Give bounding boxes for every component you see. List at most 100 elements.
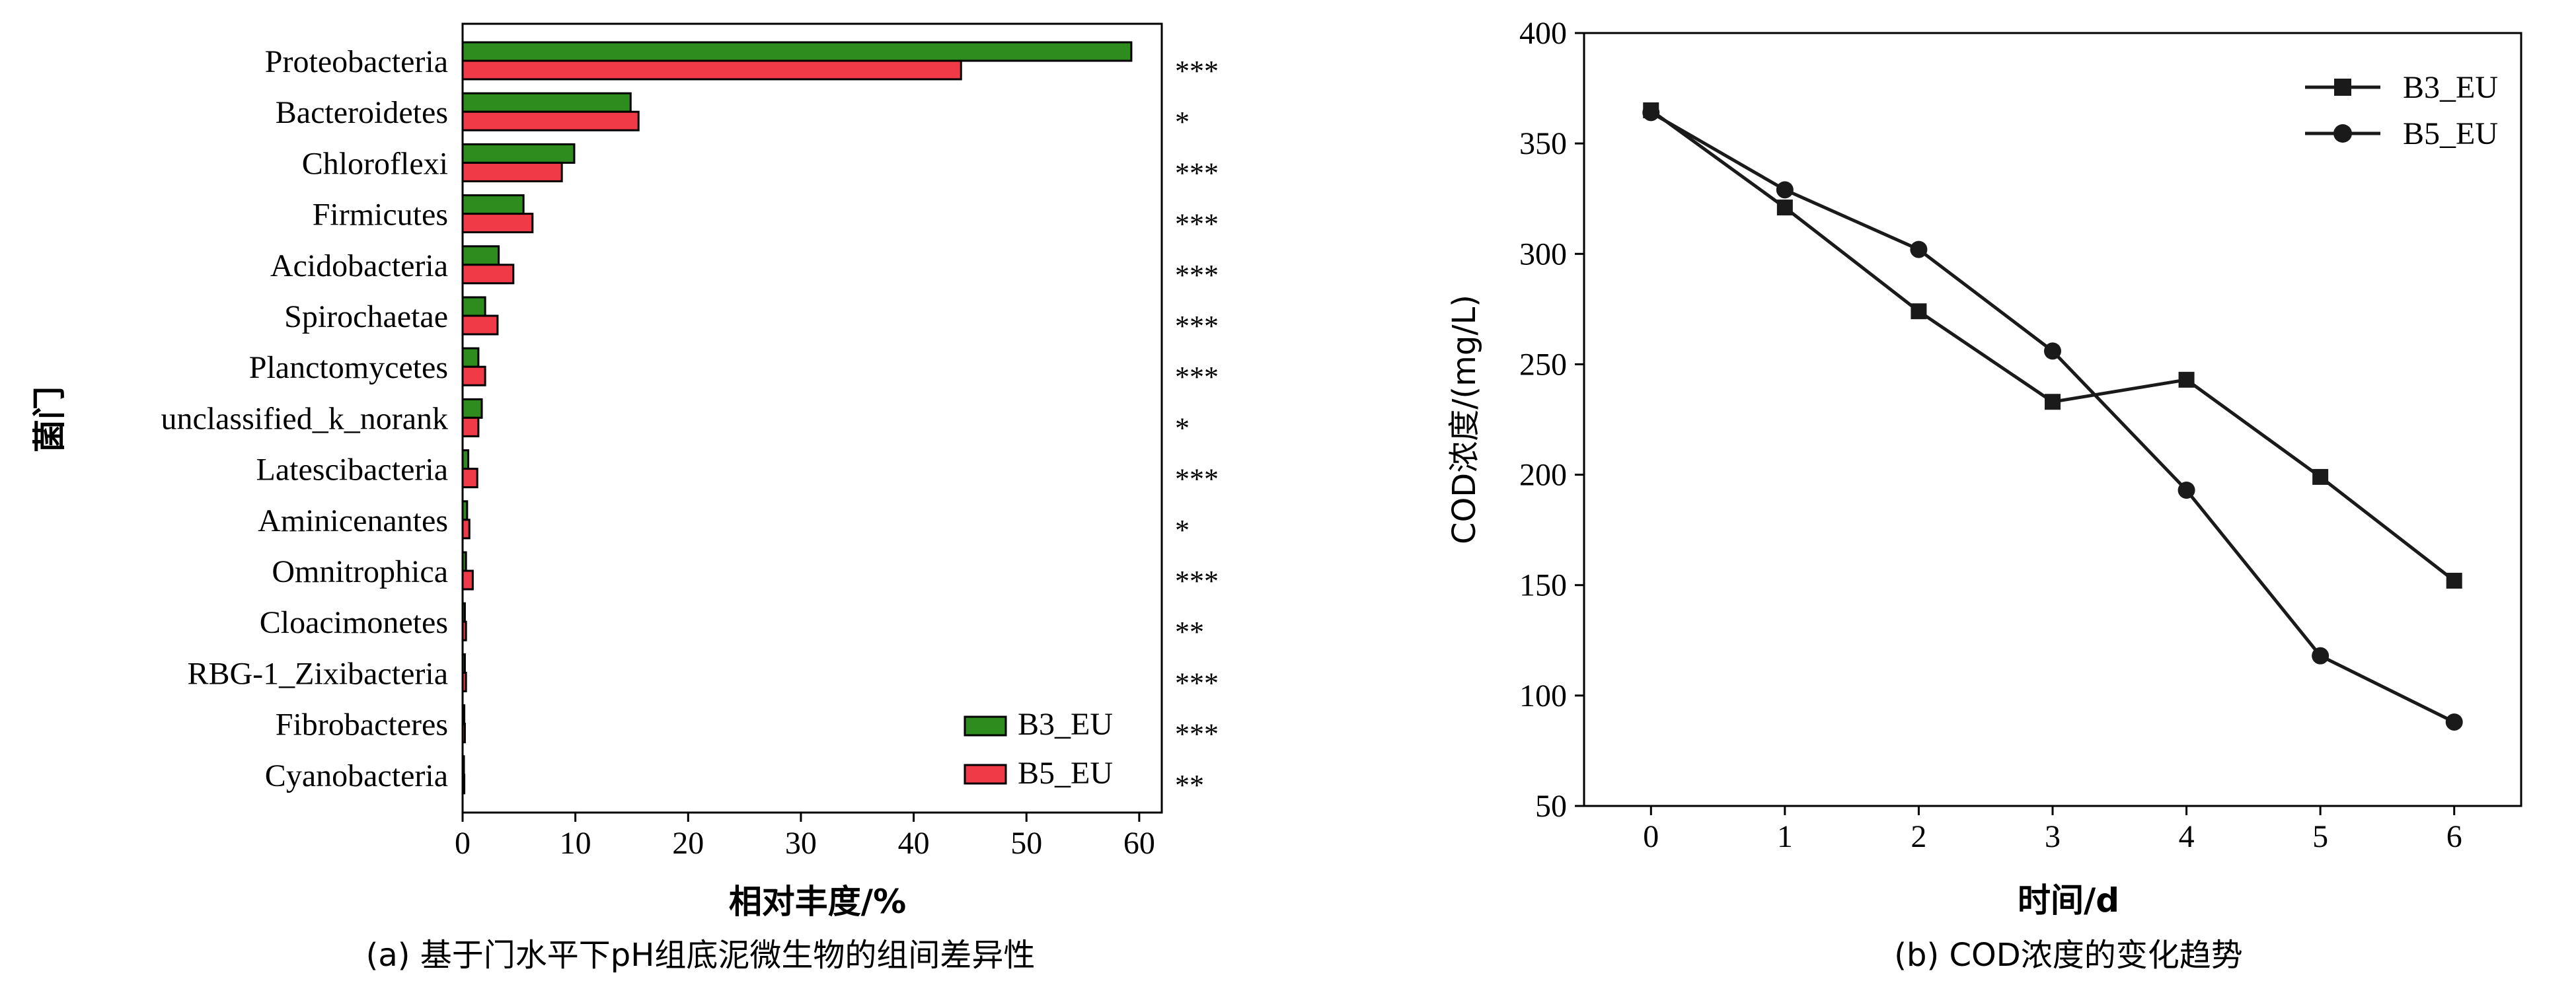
- point-b5-eu: [1910, 240, 1928, 258]
- point-b5-eu: [2445, 713, 2463, 731]
- legend-swatch-b3: [964, 715, 1007, 737]
- significance-label: ***: [1175, 463, 1219, 495]
- point-b3-eu: [2178, 371, 2195, 388]
- point-b3-eu: [1776, 200, 1793, 216]
- bar-b5-eu: [461, 59, 962, 81]
- line-series: [1642, 102, 2463, 731]
- x-tick-label: 30: [785, 826, 817, 861]
- bar-b3-eu: [461, 449, 470, 470]
- bar-b5-eu: [461, 365, 486, 386]
- bar-b5-eu: [461, 519, 471, 540]
- bar-b3-eu: [461, 398, 483, 419]
- category-label: Omnitrophica: [272, 554, 448, 589]
- category-label: Bacteroidetes: [276, 95, 448, 130]
- bar-b5-eu: [461, 416, 480, 437]
- bar-b5-eu: [461, 314, 499, 336]
- y-tick-label: 350: [1519, 126, 1567, 161]
- category-label: Spirochaetae: [284, 299, 448, 334]
- x-axis-ticks: 0 1 2 3 4 5 6: [1643, 806, 2462, 854]
- category-label: Planctomycetes: [249, 350, 448, 385]
- point-b5-eu: [1776, 181, 1794, 199]
- category-label: unclassified_k_norank: [161, 401, 448, 436]
- y-tick-label: 50: [1535, 789, 1567, 824]
- y-axis-ticks: 50 100 150 200 250 300 350 400: [1519, 16, 1584, 824]
- bar-b3-eu: [461, 92, 632, 113]
- x-tick-label: 60: [1123, 826, 1155, 861]
- x-tick-label: 10: [560, 826, 591, 861]
- legend-swatch-b5: [964, 764, 1007, 785]
- significance-label: **: [1175, 616, 1204, 648]
- y-tick-label: 200: [1519, 458, 1567, 493]
- bar-b3-eu: [461, 296, 486, 317]
- caption-b: (b) COD浓度的变化趋势: [1894, 937, 2242, 974]
- bar-b3-eu: [461, 500, 469, 521]
- point-b5-eu: [2312, 647, 2330, 665]
- x-tick-label: 5: [2312, 819, 2328, 854]
- bar-b3-eu: [461, 194, 525, 215]
- bar-b3-eu: [461, 143, 576, 164]
- bar-b3-eu: [461, 245, 500, 266]
- bar-b3-eu: [461, 653, 466, 674]
- bar-b5-eu: [461, 264, 515, 285]
- bar-b5-eu: [461, 468, 478, 489]
- caption-a: (a) 基于门水平下pH组底泥微生物的组间差异性: [366, 937, 1036, 974]
- x-axis-title: 时间/d: [2018, 881, 2119, 920]
- bar-b5-eu: [461, 110, 640, 131]
- y-axis-title: COD浓度/(mg/L): [1446, 295, 1483, 544]
- point-b3-eu: [2312, 468, 2329, 485]
- category-label: Chloroflexi: [302, 146, 448, 181]
- y-tick-label: 100: [1519, 678, 1567, 713]
- bar-b5-eu: [461, 213, 534, 234]
- category-label: Cyanobacteria: [265, 758, 448, 793]
- bar-b3-eu: [461, 41, 1133, 62]
- y-tick-label: 150: [1519, 568, 1567, 603]
- bar-chart-panel: Proteobacteria Bacteroidetes Chloroflexi Fi…: [30, 22, 1219, 974]
- bar-b3-eu: [461, 704, 466, 725]
- line-chart-panel: 50 100 150 200 250 300 350 400 0 1 2 3 4 5 6 时间/d COD…: [1446, 16, 2522, 974]
- point-b3-eu: [2045, 394, 2061, 410]
- category-label: Acidobacteria: [270, 248, 448, 283]
- bar-b3-eu: [461, 551, 467, 572]
- significance-label: **: [1175, 769, 1204, 801]
- category-label: Proteobacteria: [265, 44, 448, 79]
- significance-label: *: [1175, 514, 1190, 546]
- legend-label-b5: B5_EU: [2403, 116, 2498, 151]
- bar-b5-eu: [461, 569, 474, 591]
- legend-marker-b3: [2334, 79, 2351, 96]
- category-labels: Proteobacteria Bacteroidetes Chloroflexi Fi…: [161, 44, 448, 793]
- significance-label: ***: [1175, 565, 1219, 597]
- x-tick-label: 20: [672, 826, 704, 861]
- category-label: Fibrobacteres: [276, 708, 448, 743]
- significance-label: ***: [1175, 55, 1219, 87]
- point-b5-eu: [2178, 481, 2195, 499]
- significance-label: *: [1175, 106, 1190, 138]
- x-tick-label: 2: [1911, 819, 1926, 854]
- bar-b5-eu: [461, 161, 563, 182]
- category-label: Aminicenantes: [258, 503, 448, 538]
- legend-label-b5: B5_EU: [1018, 756, 1113, 791]
- x-axis-ticks: 0 10 20 30 40 50 60: [455, 813, 1155, 861]
- legend-label-b3: B3_EU: [1018, 707, 1113, 742]
- significance-label: ***: [1175, 310, 1219, 342]
- series-line-b5-eu: [1650, 111, 2455, 724]
- line-legend: B3_EU B5_EU: [2305, 70, 2498, 151]
- bar-marks: [461, 41, 1133, 795]
- bar-b5-eu: [461, 671, 467, 692]
- y-tick-label: 300: [1519, 237, 1567, 272]
- bar-b3-eu: [461, 755, 465, 776]
- point-b5-eu: [2044, 342, 2061, 360]
- bar-legend: B3_EU B5_EU: [964, 707, 1113, 791]
- x-tick-label: 40: [898, 826, 930, 861]
- significance-label: ***: [1175, 718, 1219, 750]
- x-tick-label: 3: [2045, 819, 2061, 854]
- category-label: Cloacimonetes: [260, 605, 448, 640]
- legend-label-b3: B3_EU: [2403, 70, 2498, 105]
- category-label: Latescibacteria: [256, 453, 448, 488]
- line-plot-frame: [1583, 32, 2522, 807]
- x-axis-title: 相对丰度/%: [729, 883, 906, 921]
- x-tick-label: 0: [455, 826, 471, 861]
- category-label: Firmicutes: [313, 198, 448, 233]
- x-tick-label: 6: [2446, 819, 2462, 854]
- x-tick-label: 50: [1010, 826, 1042, 861]
- bar-plot-frame: [461, 22, 1163, 814]
